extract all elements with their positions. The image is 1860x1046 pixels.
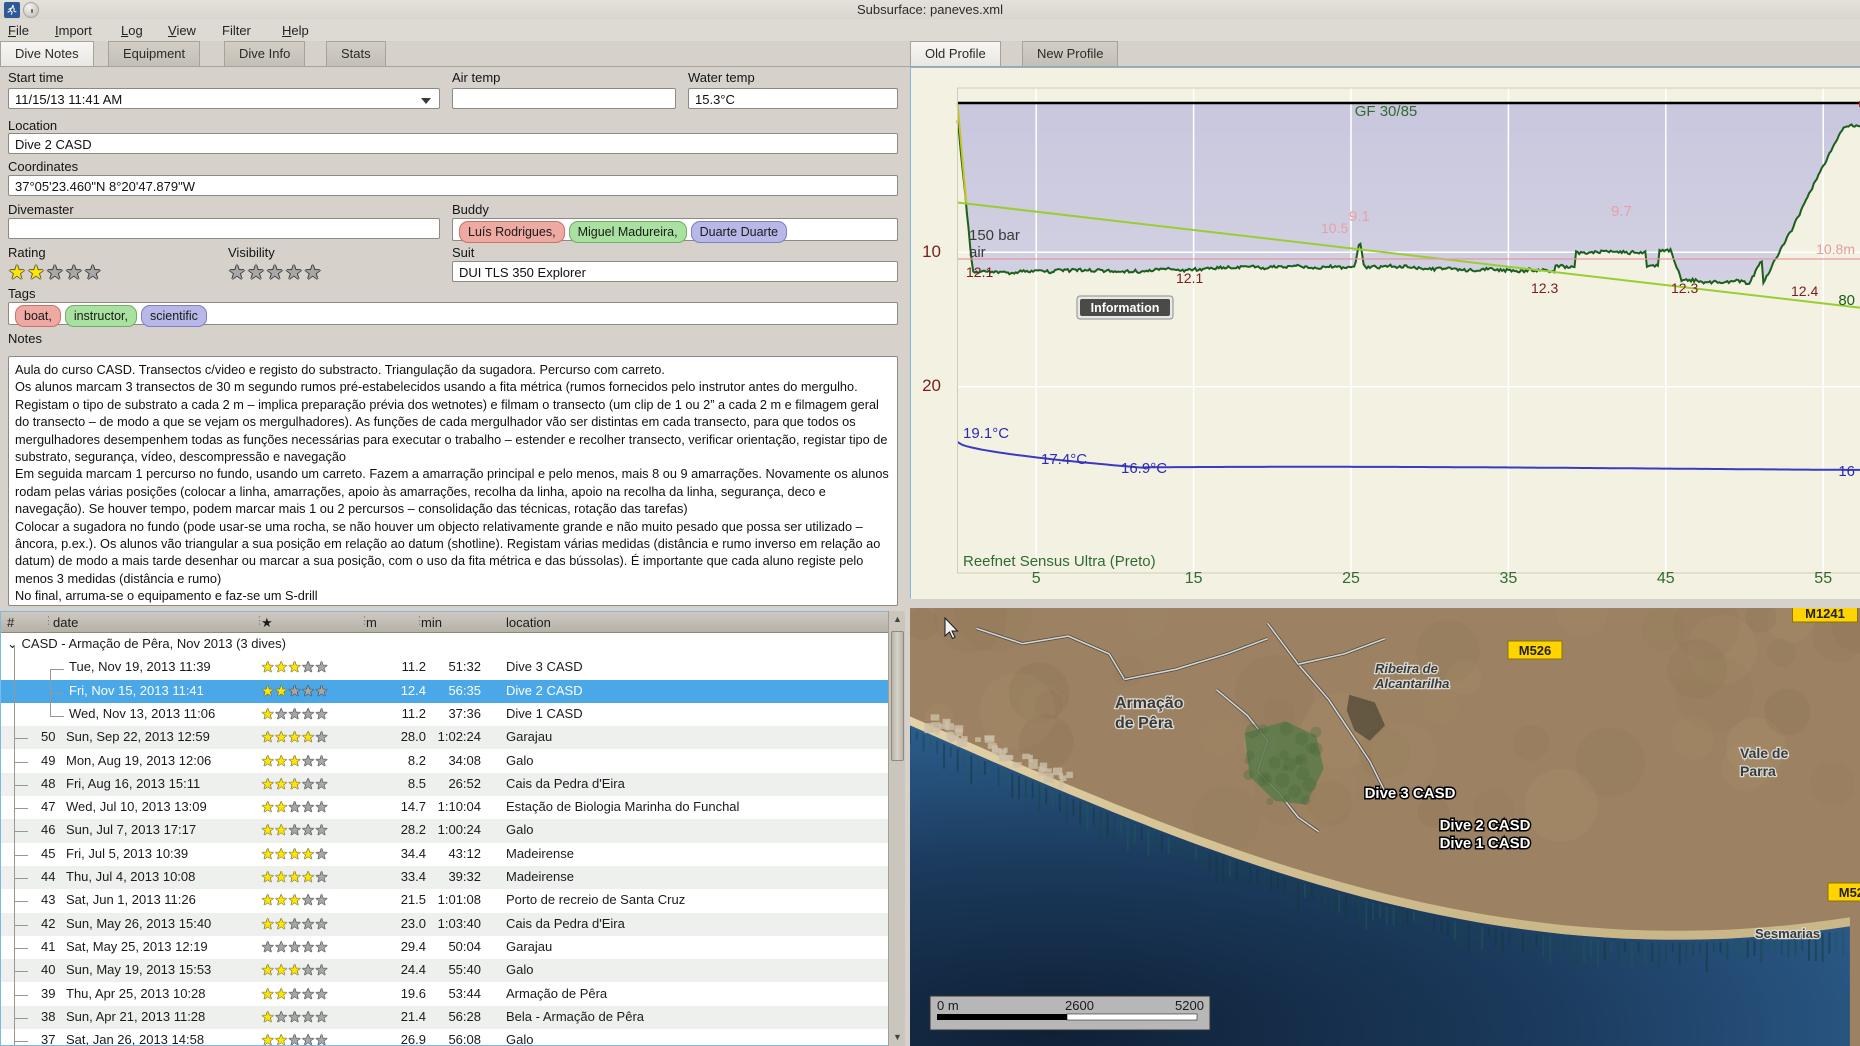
svg-text:80: 80: [1838, 292, 1855, 309]
svg-text:9.1: 9.1: [1349, 208, 1370, 225]
svg-text:55: 55: [1814, 570, 1832, 587]
svg-text:35: 35: [1500, 570, 1518, 587]
svg-text:19.1°C: 19.1°C: [963, 425, 1009, 442]
svg-text:de Pêra: de Pêra: [1115, 715, 1173, 732]
svg-text:Reefnet Sensus Ultra (Preto): Reefnet Sensus Ultra (Preto): [963, 553, 1156, 570]
svg-text:Dive 2 CASD: Dive 2 CASD: [1440, 817, 1531, 834]
svg-text:16.9°C: 16.9°C: [1121, 460, 1167, 477]
svg-text:12.4: 12.4: [1791, 283, 1818, 299]
svg-text:2600: 2600: [1065, 998, 1094, 1013]
svg-text:15: 15: [1185, 570, 1203, 587]
svg-text:M1241: M1241: [1805, 608, 1845, 621]
svg-text:Parra: Parra: [1740, 763, 1776, 779]
svg-text:M526: M526: [1839, 885, 1860, 900]
svg-text:9.7: 9.7: [1611, 203, 1632, 220]
svg-text:45: 45: [1657, 570, 1675, 587]
svg-text:25: 25: [1342, 570, 1360, 587]
svg-text:10.5: 10.5: [1321, 220, 1348, 236]
svg-text:Armação: Armação: [1115, 695, 1184, 712]
svg-text:150 bar: 150 bar: [969, 227, 1020, 244]
svg-text:M526: M526: [1519, 643, 1552, 658]
svg-text:Ribeira de: Ribeira de: [1375, 661, 1438, 676]
svg-text:5200: 5200: [1175, 998, 1204, 1013]
svg-text:5: 5: [1032, 570, 1041, 587]
svg-text:Dive 1 CASD: Dive 1 CASD: [1440, 835, 1531, 852]
svg-text:12.1: 12.1: [1176, 270, 1203, 286]
svg-text:Vale de: Vale de: [1740, 745, 1788, 761]
svg-text:16: 16: [1838, 463, 1855, 480]
svg-text:Sesmarias: Sesmarias: [1755, 926, 1820, 941]
svg-text:10: 10: [922, 242, 941, 261]
svg-text:12.3: 12.3: [1531, 280, 1558, 296]
svg-text:Alcantarilha: Alcantarilha: [1374, 676, 1449, 691]
svg-text:air: air: [969, 244, 986, 261]
svg-text:17.4°C: 17.4°C: [1041, 451, 1087, 468]
svg-text:0 m: 0 m: [937, 998, 959, 1013]
svg-text:GF 30/85: GF 30/85: [1355, 103, 1418, 120]
svg-text:Information: Information: [1091, 301, 1160, 315]
svg-text:Dive 3 CASD: Dive 3 CASD: [1365, 785, 1456, 802]
svg-text:10.8m: 10.8m: [1816, 241, 1855, 257]
svg-text:12.3: 12.3: [1671, 280, 1698, 296]
svg-text:12.1: 12.1: [966, 264, 993, 280]
svg-text:20: 20: [922, 376, 941, 395]
